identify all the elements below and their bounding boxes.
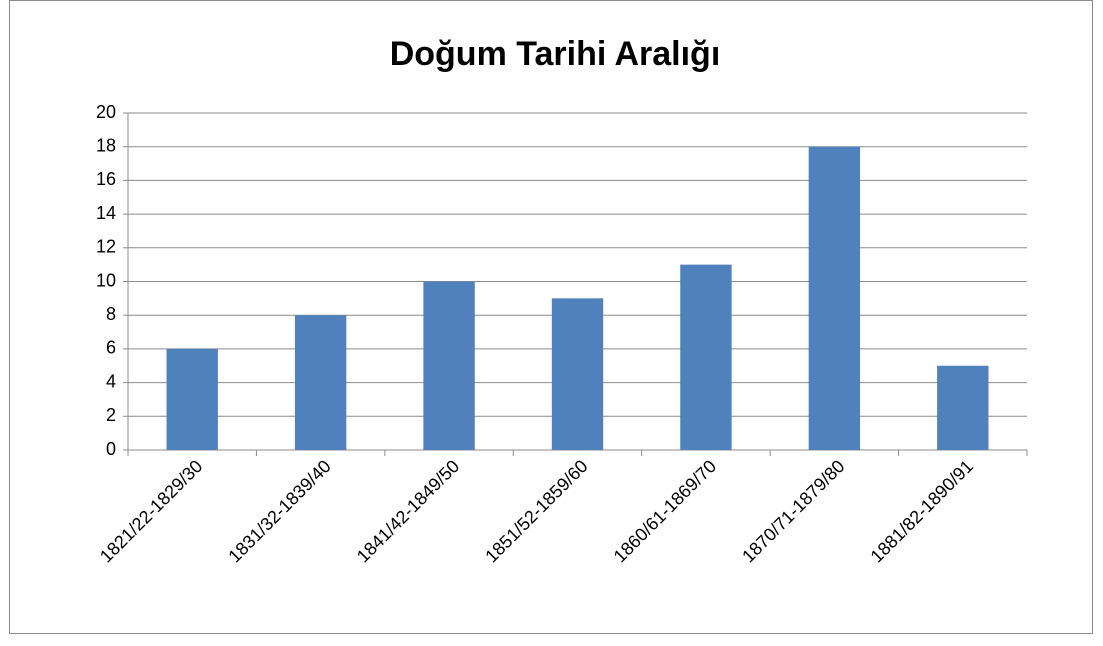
bar (680, 264, 732, 450)
y-tick-label: 0 (106, 439, 116, 459)
bar (294, 315, 347, 450)
chart-border (9, 0, 1093, 634)
y-tick-label: 20 (96, 102, 116, 122)
chart-title: Doğum Tarihi Aralığı (390, 35, 721, 73)
y-tick-label: 2 (106, 405, 116, 425)
y-tick-label: 16 (96, 169, 116, 189)
bar (937, 365, 989, 450)
bar (166, 348, 218, 450)
y-tick-label: 6 (106, 338, 116, 358)
y-tick-label: 18 (96, 135, 116, 155)
y-tick-label: 12 (96, 237, 116, 257)
y-tick-label: 14 (96, 203, 116, 223)
y-tick-label: 10 (96, 270, 116, 290)
bar (551, 298, 604, 450)
bar (808, 146, 861, 450)
bar (423, 281, 475, 450)
y-tick-label: 4 (106, 371, 116, 391)
y-tick-label: 8 (106, 304, 116, 324)
